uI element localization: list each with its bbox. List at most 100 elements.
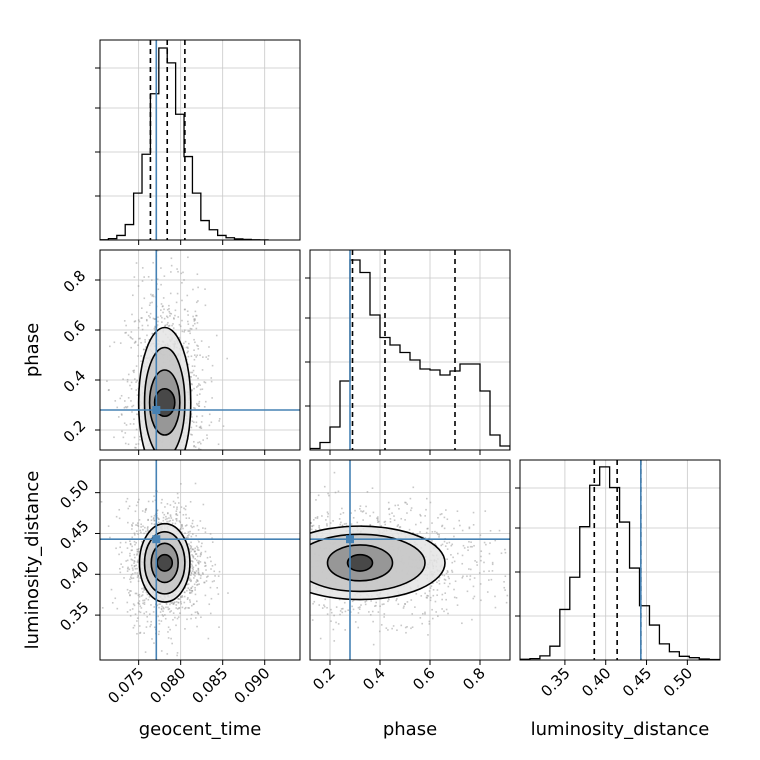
scatter-point [447,585,450,588]
scatter-point [195,301,198,304]
scatter-point [129,336,132,338]
scatter-point [186,598,189,600]
scatter-point [132,577,135,579]
scatter-point [204,288,206,290]
scatter-point [162,311,164,314]
scatter-point [313,519,315,521]
scatter-point [135,262,138,264]
scatter-point [182,514,185,516]
scatter-point [444,579,447,581]
scatter-point [378,630,381,633]
scatter-point [314,517,317,519]
scatter-point [419,531,421,533]
scatter-point [149,316,151,319]
truth-marker [152,406,161,414]
scatter-point [327,513,330,515]
scatter-point [201,542,203,545]
scatter-point [176,508,178,510]
scatter-point [392,625,395,627]
scatter-point [176,654,178,657]
scatter-point [131,411,133,413]
scatter-point [149,625,151,628]
scatter-point [171,324,173,327]
scatter-point [187,256,189,259]
scatter-point [397,504,399,507]
scatter-point [150,623,152,626]
scatter-point [161,605,163,608]
scatter-point [189,570,192,573]
scatter-point [412,486,415,489]
scatter-point [190,535,193,538]
scatter-point [119,571,122,574]
scatter-point [431,617,434,620]
scatter-point [132,603,135,605]
scatter-point [136,554,138,556]
scatter-point [160,502,163,504]
scatter-point [404,501,406,504]
scatter-point [188,607,190,609]
scatter-point [136,379,138,382]
scatter-point [200,551,203,554]
scatter-point [169,603,171,606]
scatter-point [136,576,139,579]
scatter-point [446,548,449,550]
scatter-point [375,604,377,607]
scatter-point [207,358,209,360]
scatter-point [193,577,195,579]
scatter-point [160,309,162,311]
scatter-point [383,603,385,605]
scatter-point [384,523,387,526]
scatter-point [187,330,190,332]
scatter-point [123,422,126,425]
scatter-point [419,617,422,619]
scatter-point [128,568,131,571]
scatter-point [140,595,143,597]
contour-line-0 [156,553,174,572]
scatter-point [192,288,194,291]
scatter-point [157,615,159,618]
scatter-point [473,595,476,598]
scatter-point [491,563,494,566]
scatter-point [196,404,199,406]
scatter-point [461,529,464,532]
scatter-point [150,620,152,623]
scatter-point [135,524,137,526]
scatter-point [175,510,178,512]
scatter-point [183,591,186,594]
scatter-point [160,267,162,269]
scatter-point [210,560,212,563]
scatter-point [354,621,357,623]
scatter-point [193,573,195,576]
scatter-point [402,607,405,609]
scatter-point [170,264,173,267]
scatter-point [171,601,174,604]
scatter-point [183,601,186,604]
scatter-point [193,365,196,368]
scatter-point [428,620,431,623]
scatter-point [450,544,453,547]
scatter-point [340,521,342,524]
scatter-point [166,316,169,319]
scatter-point [177,316,180,318]
scatter-point [339,523,342,526]
scatter-point [469,575,472,577]
scatter-point [194,407,196,410]
scatter-point [140,360,142,363]
scatter-point [200,427,203,430]
scatter-point [187,583,190,585]
scatter-point [137,533,139,535]
contour-line-2 [143,346,186,450]
scatter-point [138,550,140,553]
scatter-point [192,533,194,535]
scatter-point [143,601,146,604]
scatter-point [360,604,362,606]
histogram-luminosity_distance [520,466,720,660]
scatter-point [365,512,367,515]
scatter-point [131,567,134,569]
scatter-point [190,563,193,566]
scatter-point [144,338,146,341]
scatter-point [187,607,189,609]
scatter-point [341,611,344,614]
scatter-point [138,600,141,602]
scatter-point [166,520,168,523]
